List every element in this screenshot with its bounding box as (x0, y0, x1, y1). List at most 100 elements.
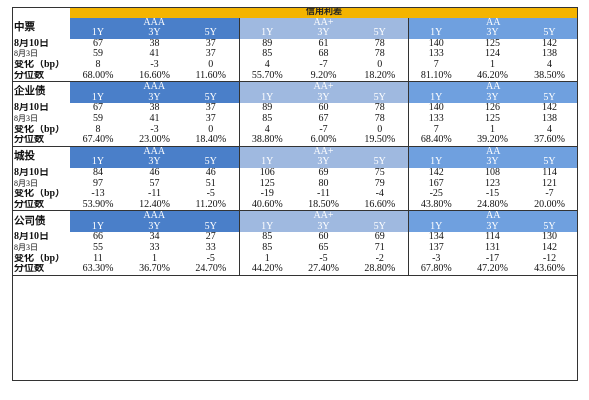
data-row: 8月10日 67 38 37 89 60 78 140 126 142 (12, 103, 578, 114)
rating-header: AA+ (238, 17, 408, 29)
value-cell: 51 (205, 178, 216, 189)
tenor-header: 1Y (407, 221, 464, 233)
value-cell: 20.00% (521, 199, 579, 212)
tenor-header: 1Y (238, 221, 295, 233)
tenor-header: 3Y (295, 92, 352, 104)
value-cell: 19.50% (352, 135, 408, 147)
data-row: 分位数 53.90% 12.40% 11.20% 40.60% 18.50% 16.60% 4… (12, 199, 579, 212)
value-cell: 4 (238, 59, 295, 71)
value-cell: 79 (374, 178, 385, 189)
value-cell: 46 (149, 167, 160, 178)
value-cell: 85 (238, 113, 295, 125)
value-cell: -15 (485, 189, 500, 200)
data-row: 分位数 63.30% 36.70% 24.70% 44.20% 27.40% 28.80% 6… (12, 264, 579, 276)
value-cell: 8 (95, 59, 101, 70)
value-cell: 131 (485, 243, 500, 254)
value-cell: 4 (547, 59, 552, 70)
rating-header: AA (407, 17, 579, 29)
data-row: 分位数 67.40% 23.00% 18.40% 38.80% 6.00% 19.50% 68… (12, 135, 579, 147)
value-cell: 39.20% (464, 135, 521, 147)
value-cell: 67 (318, 113, 329, 124)
value-cell: -2 (375, 253, 384, 264)
value-cell: 11.20% (183, 199, 239, 212)
value-cell: -11 (317, 189, 330, 200)
row-label: 分位数 (12, 264, 70, 276)
value-cell: 78 (374, 49, 385, 60)
value-cell: 106 (238, 167, 295, 179)
row-label: 分位数 (12, 70, 70, 83)
value-cell: 142 (542, 243, 557, 254)
row-label: 变化（bp） (14, 124, 66, 135)
value-cell: 1 (238, 253, 295, 265)
rating-header-row: 城投 AAA AA+ AA (12, 146, 579, 162)
value-cell: 1 (490, 124, 495, 135)
value-cell: 38.80% (238, 135, 295, 147)
row-label: 8月3日 (14, 49, 38, 59)
data-row: 变化（bp） 8 -3 0 4 -7 0 7 1 4 (12, 59, 578, 71)
row-label: 8月10日 (14, 103, 49, 114)
value-cell: 41 (149, 49, 160, 60)
value-cell: -12 (542, 253, 557, 264)
row-label: 分位数 (12, 199, 70, 212)
value-cell: 23.00% (126, 135, 183, 147)
blank-cell (12, 7, 70, 18)
value-cell: 24.70% (183, 264, 239, 276)
tenor-header: 5Y (183, 92, 239, 104)
value-cell: 1 (152, 253, 157, 264)
value-cell: 142 (407, 167, 464, 179)
value-cell: -3 (407, 253, 464, 265)
tenor-header: 1Y (238, 28, 295, 39)
tenor-header-row: 1Y 3Y 5Y 1Y 3Y 5Y 1Y 3Y 5Y (12, 221, 579, 233)
value-cell: 67 (93, 38, 103, 49)
data-row: 8月3日 55 33 33 85 65 71 137 131 142 (12, 243, 578, 254)
data-row: 变化（bp） 8 -3 0 4 -7 0 7 1 4 (12, 124, 578, 136)
value-cell: 37 (205, 113, 216, 124)
value-cell: 53.90% (70, 199, 126, 212)
value-cell: 57 (149, 178, 160, 189)
value-cell: 142 (542, 103, 557, 114)
value-cell: 27 (205, 232, 216, 243)
value-cell: 59 (93, 113, 103, 124)
value-cell: 69 (318, 167, 329, 178)
value-cell: 140 (407, 103, 464, 114)
value-cell: 75 (374, 167, 385, 178)
value-cell: 1 (490, 59, 495, 70)
value-cell: -25 (407, 189, 464, 200)
value-cell: 140 (407, 38, 464, 50)
value-cell: 81.10% (407, 70, 464, 83)
value-cell: -17 (485, 253, 500, 264)
value-cell: 38 (149, 103, 160, 114)
value-cell: 46.20% (464, 70, 521, 83)
data-row: 8月3日 97 57 51 125 80 79 167 123 121 (12, 178, 578, 190)
row-label: 变化（bp） (14, 253, 66, 264)
value-cell: 7 (407, 59, 464, 71)
value-cell: 38.50% (521, 70, 579, 83)
row-label: 分位数 (12, 135, 70, 147)
value-cell: 66 (93, 232, 103, 243)
value-cell: -3 (150, 59, 159, 70)
value-cell: 63.30% (70, 264, 126, 276)
value-cell: 43.60% (521, 264, 579, 276)
value-cell: 37 (205, 103, 216, 114)
value-cell: 11.60% (183, 70, 239, 83)
value-cell: 33 (205, 243, 216, 254)
tenor-header: 5Y (183, 28, 239, 39)
value-cell: 55.70% (238, 70, 295, 83)
rating-header: AA (407, 210, 579, 222)
value-cell: 37 (205, 49, 216, 60)
value-cell: 16.60% (126, 70, 183, 83)
value-cell: 4 (238, 124, 295, 136)
block-name: 公司债 (14, 215, 46, 227)
value-cell: 37 (205, 38, 216, 49)
row-label: 8月10日 (14, 38, 49, 49)
rating-header-row: 公司债 AAA AA+ AA (12, 210, 579, 226)
tenor-header: 5Y (352, 157, 408, 168)
value-cell: 68 (318, 49, 329, 60)
value-cell: 133 (407, 113, 464, 125)
rating-header: AAA (70, 17, 239, 29)
value-cell: 78 (374, 113, 385, 124)
value-cell: 41 (149, 113, 160, 124)
row-label: 8月3日 (14, 113, 38, 123)
value-cell: 16.60% (352, 199, 408, 212)
block-name: 企业债 (14, 86, 46, 98)
